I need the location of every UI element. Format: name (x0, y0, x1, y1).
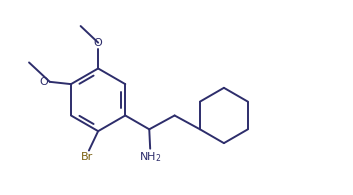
Text: O: O (39, 77, 48, 87)
Text: NH$_2$: NH$_2$ (139, 151, 161, 164)
Text: O: O (94, 38, 102, 48)
Text: Br: Br (81, 152, 93, 162)
